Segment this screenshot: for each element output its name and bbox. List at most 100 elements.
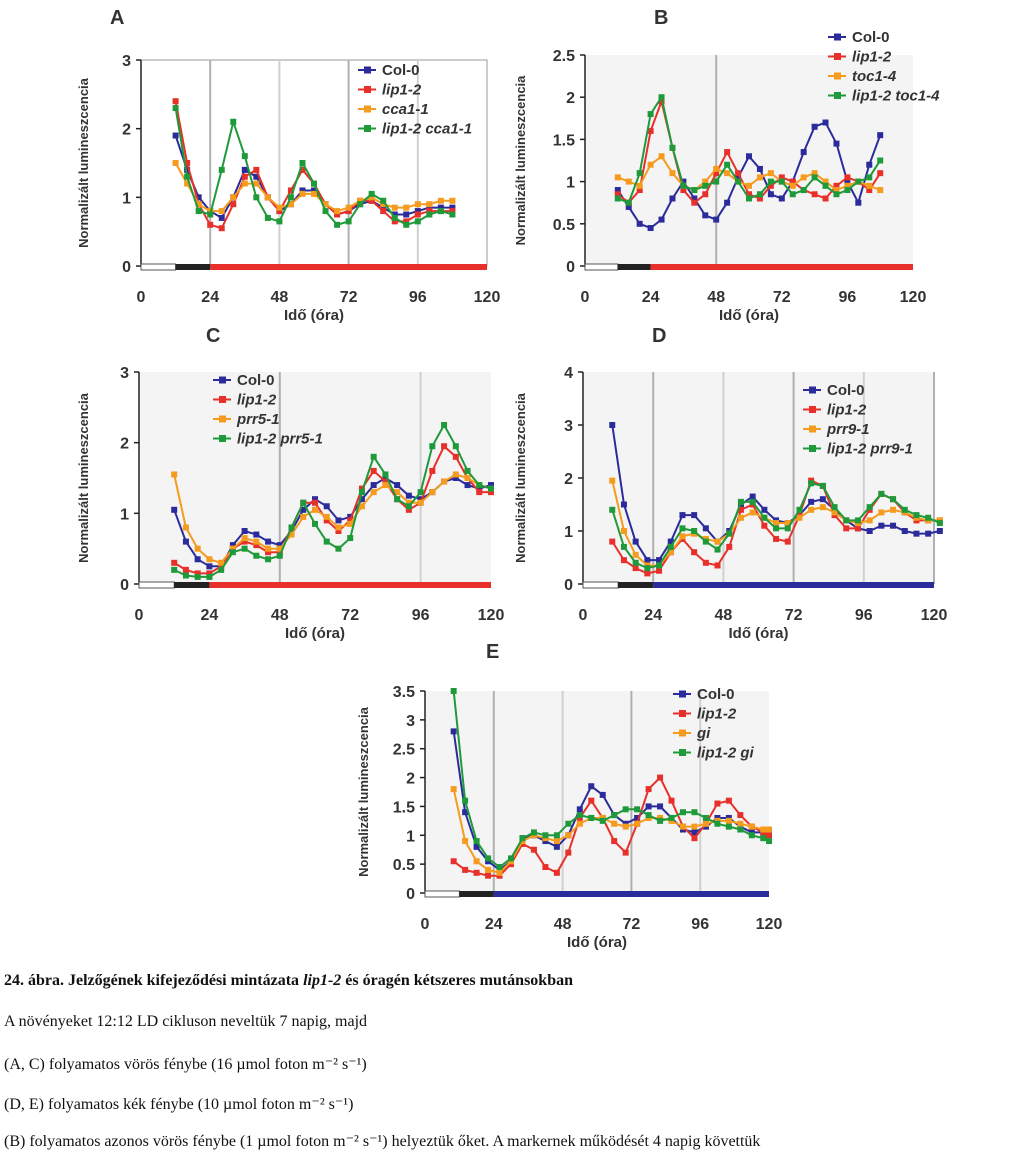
data-point (241, 153, 248, 160)
data-point (702, 538, 709, 545)
data-point (658, 94, 665, 101)
figure-title-prefix: 24. ábra. Jelzőgének kifejeződési mintáz… (4, 972, 300, 989)
data-point (773, 520, 780, 527)
y-tick-label: 0 (120, 577, 129, 594)
data-point (464, 475, 471, 481)
data-point (311, 190, 317, 197)
data-point (452, 471, 459, 478)
data-point (253, 552, 260, 559)
data-point (450, 858, 457, 865)
data-point (632, 551, 639, 558)
data-point (844, 187, 851, 194)
chart-panel-c: C 0 1 2 3 0 24 48 72 96 120 Idő (óra) Normalizált lu… (76, 325, 504, 642)
data-point (702, 814, 709, 821)
x-axis-label: Idő (óra) (284, 307, 344, 324)
data-point (735, 178, 742, 185)
data-point (636, 187, 643, 194)
legend-entry: lip1-2 gi (697, 745, 755, 762)
data-point (822, 182, 829, 189)
data-point (288, 528, 295, 534)
data-point (576, 806, 583, 813)
data-point (253, 173, 260, 180)
x-tick-label: 48 (554, 916, 572, 933)
data-point (452, 443, 459, 450)
data-point (207, 211, 214, 218)
data-point (831, 509, 838, 516)
data-point (299, 166, 306, 173)
data-point (669, 195, 676, 202)
data-point (184, 160, 191, 166)
data-point (241, 180, 248, 187)
data-point (714, 562, 721, 569)
data-point (737, 514, 744, 521)
data-point (357, 197, 364, 204)
series-line (173, 444, 491, 575)
data-point (609, 538, 616, 545)
legend-swatch-marker (809, 406, 816, 413)
data-point (452, 475, 459, 481)
data-point (288, 524, 295, 531)
data-point (756, 195, 763, 202)
legend-entry: lip1-2 cca1-1 (382, 121, 472, 138)
data-point (878, 509, 885, 516)
y-tick-label: 3 (564, 418, 573, 435)
data-point (230, 194, 237, 201)
x-axis-label: Idő (óra) (719, 307, 779, 324)
legend-swatch-marker (809, 425, 816, 433)
data-point (599, 817, 606, 824)
data-point (382, 475, 389, 481)
data-point (218, 214, 225, 221)
data-point (182, 566, 189, 573)
y-tick-label: 3 (122, 53, 131, 70)
data-point (322, 201, 329, 208)
data-point (746, 153, 752, 160)
data-point (195, 201, 202, 208)
data-point (778, 195, 785, 202)
data-point (473, 858, 480, 865)
data-point (194, 556, 201, 563)
data-point (819, 504, 826, 511)
legend-swatch-marker (364, 125, 371, 132)
figure-title-gene: lip1-2 (303, 972, 342, 989)
data-point (206, 570, 213, 577)
data-point (636, 182, 643, 189)
legend-swatch-marker (679, 710, 686, 717)
y-tick-label: 2 (122, 122, 131, 139)
data-point (394, 489, 401, 496)
data-point (417, 489, 424, 496)
data-point (391, 218, 398, 225)
legend-entry: prr9-1 (826, 421, 870, 438)
data-point (394, 482, 401, 489)
legend-entry: lip1-2 toc1-4 (852, 88, 940, 105)
data-point (241, 173, 248, 180)
data-point (253, 180, 260, 187)
data-point (276, 204, 283, 211)
data-point (441, 478, 448, 485)
data-point (778, 178, 785, 185)
series-cca1-1 (172, 160, 456, 215)
legend-swatch-marker (219, 415, 226, 423)
caption-line-2: (A, C) folyamatos vörös fénybe (16 µmol … (4, 1056, 367, 1073)
x-tick-label: 24 (644, 607, 662, 624)
x-tick-label: 48 (715, 607, 733, 624)
x-tick-label: 0 (581, 289, 590, 306)
data-point (691, 199, 698, 206)
data-point (620, 543, 627, 550)
data-point (632, 565, 639, 572)
data-point (614, 195, 621, 202)
data-point (476, 489, 483, 496)
data-point (691, 512, 698, 519)
data-point (737, 826, 744, 833)
data-point (449, 208, 456, 215)
data-point (426, 208, 433, 215)
data-point (300, 513, 307, 520)
legend-swatch-marker (679, 749, 686, 756)
data-point (789, 182, 796, 189)
data-point (473, 838, 480, 845)
data-point (405, 503, 412, 510)
x-tick-label: 96 (691, 916, 709, 933)
data-point (358, 485, 365, 492)
data-point (394, 496, 401, 503)
data-point (380, 208, 387, 215)
data-point (358, 496, 365, 503)
